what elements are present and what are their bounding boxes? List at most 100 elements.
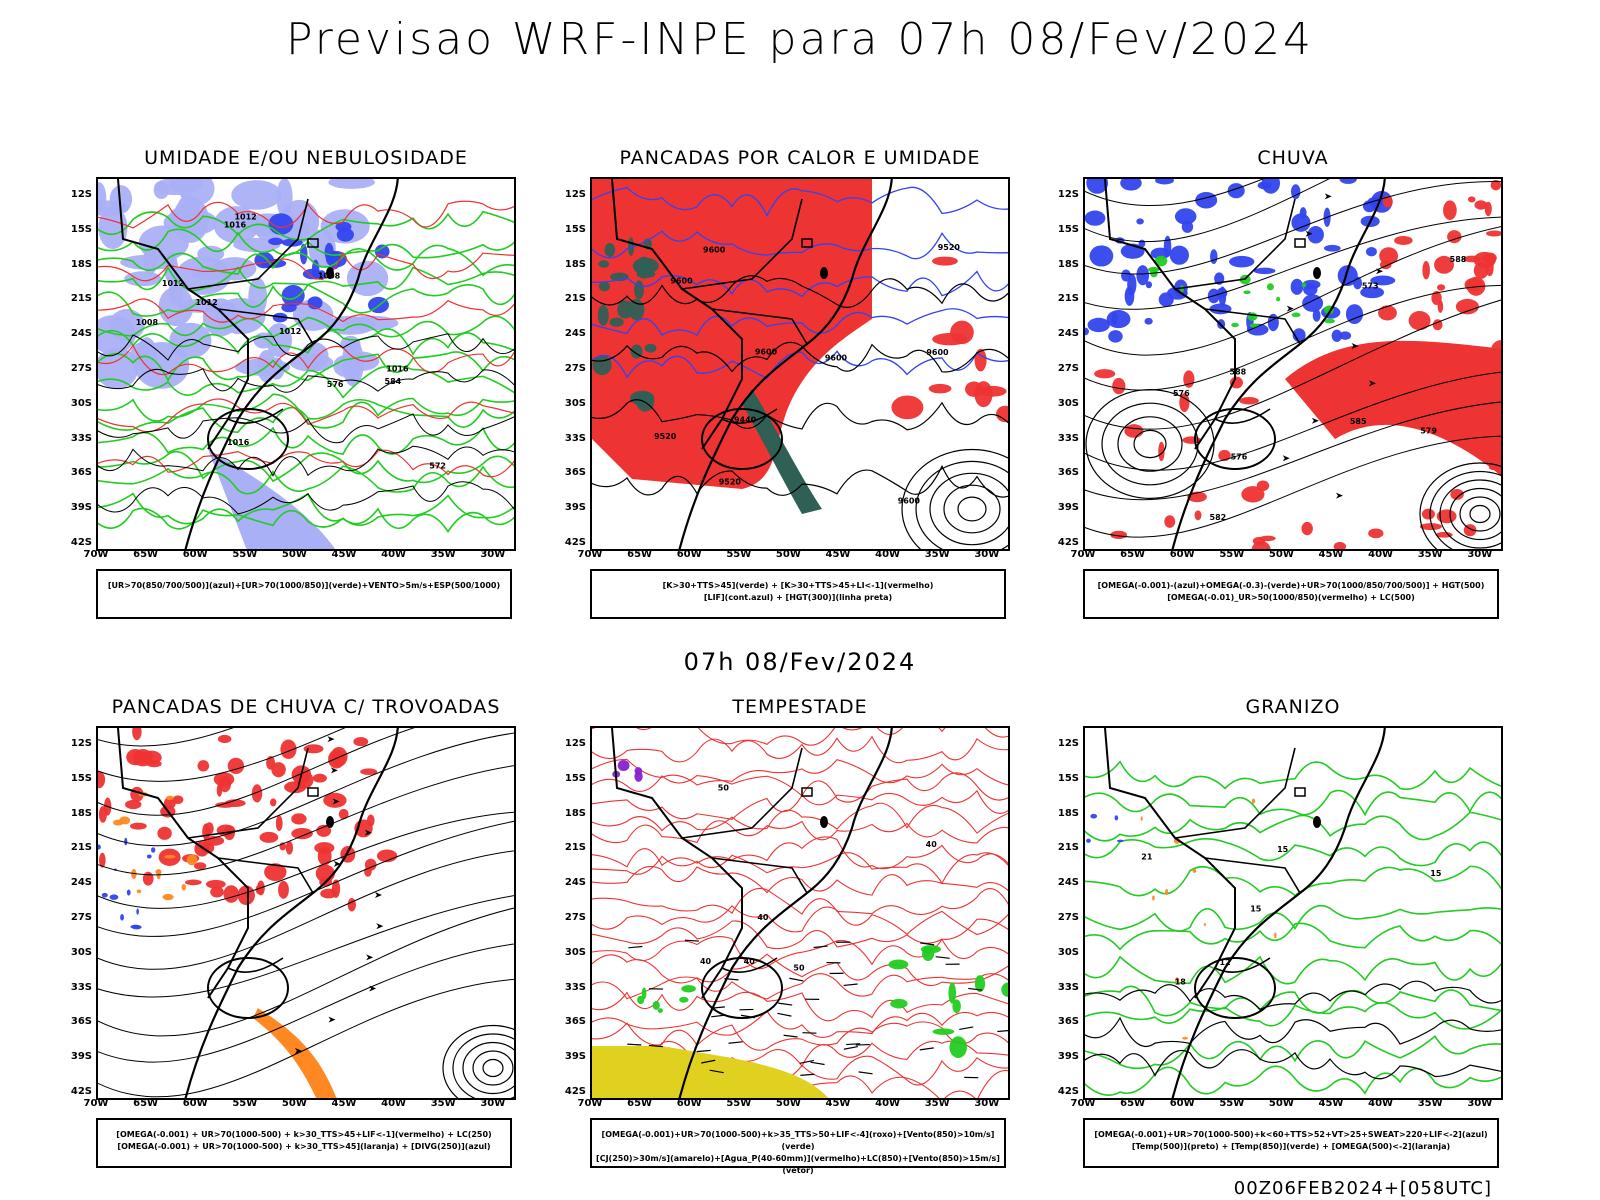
wind-vector: [846, 1043, 861, 1046]
omega-patch-red: [1179, 393, 1190, 412]
longitude-label: 35W: [924, 549, 950, 560]
panel-legend: [OMEGA(-0.001) + UR>70(1000-500) + k>30_…: [96, 1118, 512, 1168]
water-contour-red: [592, 887, 1008, 916]
longitude-label: 35W: [924, 1098, 950, 1109]
omega-patch-red-ne: [1408, 310, 1431, 331]
omega-patch-red: [1421, 508, 1435, 520]
contour-label: 9520: [654, 432, 677, 441]
omega-patch-red: [1435, 531, 1453, 538]
jet-area-yellow: [592, 1046, 829, 1098]
convection-patch: [974, 348, 987, 372]
thunderstorm-area-red: [255, 884, 263, 895]
latitude-label: 24S: [70, 877, 92, 889]
humidity-area-blue: [130, 342, 156, 368]
thunderstorm-area-red: [275, 815, 283, 832]
wind-contour-green: [98, 266, 514, 292]
thunderstorm-area-red: [291, 827, 313, 840]
wind-vector: [855, 1043, 870, 1046]
map-canvas: 582 585 588 576 579 573 576 588: [1085, 179, 1501, 549]
lc250-closed: [472, 1050, 514, 1086]
wind-vector: [968, 987, 983, 991]
longitude-label: 55W: [232, 1098, 258, 1109]
temp500-contour: [1085, 1049, 1501, 1080]
water-contour-red: [592, 1010, 1008, 1038]
lc250-streamline: [98, 728, 415, 816]
latitude-label: 12S: [70, 189, 92, 200]
thunderstorm-area-orange: [162, 893, 174, 901]
lif-contour-blue: [592, 186, 1008, 218]
omega-area-blue: [1085, 327, 1089, 336]
latitude-label: 12S: [1057, 189, 1079, 200]
omega-area-blue: [1085, 210, 1106, 226]
lc250-streamline-arrow: [333, 860, 341, 867]
thunderstorm-area-red: [210, 886, 224, 898]
longitude-label: 40W: [1368, 549, 1394, 560]
latitude-label: 18S: [564, 258, 586, 270]
wind-vector: [777, 1012, 792, 1017]
omega-patch-red-ne: [1490, 179, 1501, 191]
contour-label: 40: [926, 840, 938, 849]
hgt500-streamline: [1085, 179, 1265, 206]
omega-patch-red-ne: [1482, 252, 1497, 264]
omega-patch-red: [1251, 540, 1271, 549]
pressure-contour: [98, 413, 514, 444]
omega-patch-red-ne: [1485, 230, 1501, 237]
latitude-label: 15S: [70, 772, 92, 784]
wind-vector: [843, 1045, 858, 1050]
instability-area-green: [597, 304, 609, 326]
df-marker: [1294, 238, 1306, 248]
forecast-map: [96, 726, 516, 1100]
humidity-area-blue: [341, 338, 364, 387]
longitude-label: 30W: [480, 549, 506, 560]
wind-contour-green: [98, 398, 514, 433]
omega-patch-red: [1468, 410, 1490, 416]
latitude-label: 27S: [564, 363, 586, 374]
contour-label: 12: [1220, 958, 1231, 967]
omega500-orange: [1165, 888, 1169, 896]
hgt300-contour: [915, 460, 1008, 549]
instability-area-green: [644, 343, 657, 353]
df-marker: [307, 787, 319, 797]
latitude-label: 18S: [1057, 258, 1079, 270]
thunderstorm-area-red: [360, 768, 378, 775]
legend-line: [K>30+TTS>45](verde) + [K>30+TTS>45+LI<-…: [662, 581, 934, 590]
map-canvas: 40 50 40 40 50 40: [592, 728, 1008, 1098]
lc250-streamline: [98, 811, 514, 909]
wind850-patch: [641, 987, 647, 1000]
legend-line: [CJ(250)>30m/s](amarelo)+[Agua_P(40-60mm…: [596, 1154, 1000, 1175]
wind850-area-green: [932, 1028, 955, 1035]
instability-area-green: [598, 281, 610, 292]
lc250-streamline-arrow: [366, 954, 374, 961]
divergence-blue: [98, 844, 101, 850]
contour-label: 9520: [938, 243, 961, 252]
omega-area-green: [1291, 312, 1301, 318]
latitude-label: 27S: [564, 912, 586, 923]
lc250-streamline-arrow: [376, 923, 384, 930]
df-marker: [307, 238, 319, 248]
longitude-label: 50W: [281, 549, 307, 560]
omega-area-blue: [1228, 255, 1255, 268]
humidity-area-blue: [266, 323, 292, 358]
panel-legend: [K>30+TTS>45](verde) + [K>30+TTS>45+LI<-…: [590, 569, 1006, 619]
latitude-label: 30S: [564, 397, 586, 409]
hgt300-line: [592, 341, 1008, 373]
lc250-streamline: [98, 820, 514, 937]
hgt300-line: [592, 399, 1008, 431]
omega-area-green: [1249, 323, 1260, 328]
state-border: [187, 198, 314, 424]
panel-title: GRANIZO: [1245, 696, 1341, 718]
omega-patch-red-ne: [1436, 284, 1446, 291]
longitude-label: 65W: [627, 549, 653, 560]
omega-patch-red-ne: [1491, 340, 1501, 359]
latitude-label: 36S: [70, 1016, 92, 1028]
contour-label: 9520: [719, 478, 742, 487]
contour-label: 9600: [898, 497, 921, 506]
longitude-label: 45W: [825, 549, 851, 560]
convection-patch: [891, 395, 924, 420]
thickness-contour-red: [98, 200, 514, 229]
longitude-label: 40W: [1368, 1098, 1394, 1109]
hgt500-streamline: [1085, 435, 1501, 538]
longitude-label: 70W: [577, 549, 603, 560]
panel-title: TEMPESTADE: [732, 696, 868, 718]
contour-label: 9600: [926, 348, 949, 357]
